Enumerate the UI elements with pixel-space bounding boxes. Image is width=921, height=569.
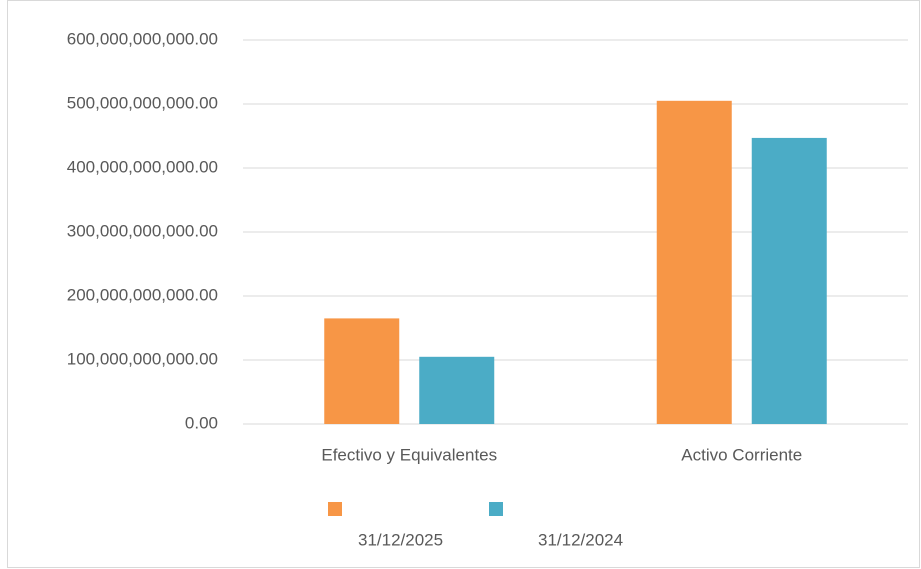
bar [751, 137, 827, 425]
y-tick-label: 200,000,000,000.00 [67, 285, 218, 304]
legend-label: 31/12/2024 [538, 530, 623, 549]
bar [656, 100, 732, 425]
legend-swatch [489, 502, 503, 516]
legend-swatch [328, 502, 342, 516]
y-tick-label: 500,000,000,000.00 [67, 93, 218, 112]
y-tick-label: 100,000,000,000.00 [67, 349, 218, 368]
y-tick-label: 300,000,000,000.00 [67, 221, 218, 240]
y-tick-label: 0.00 [185, 413, 218, 432]
x-tick-label: Activo Corriente [681, 445, 802, 464]
y-tick-label: 600,000,000,000.00 [67, 29, 218, 48]
bar [324, 318, 400, 424]
y-tick-label: 400,000,000,000.00 [67, 157, 218, 176]
bar [419, 356, 495, 424]
x-tick-label: Efectivo y Equivalentes [321, 445, 497, 464]
legend-label: 31/12/2025 [358, 530, 443, 549]
